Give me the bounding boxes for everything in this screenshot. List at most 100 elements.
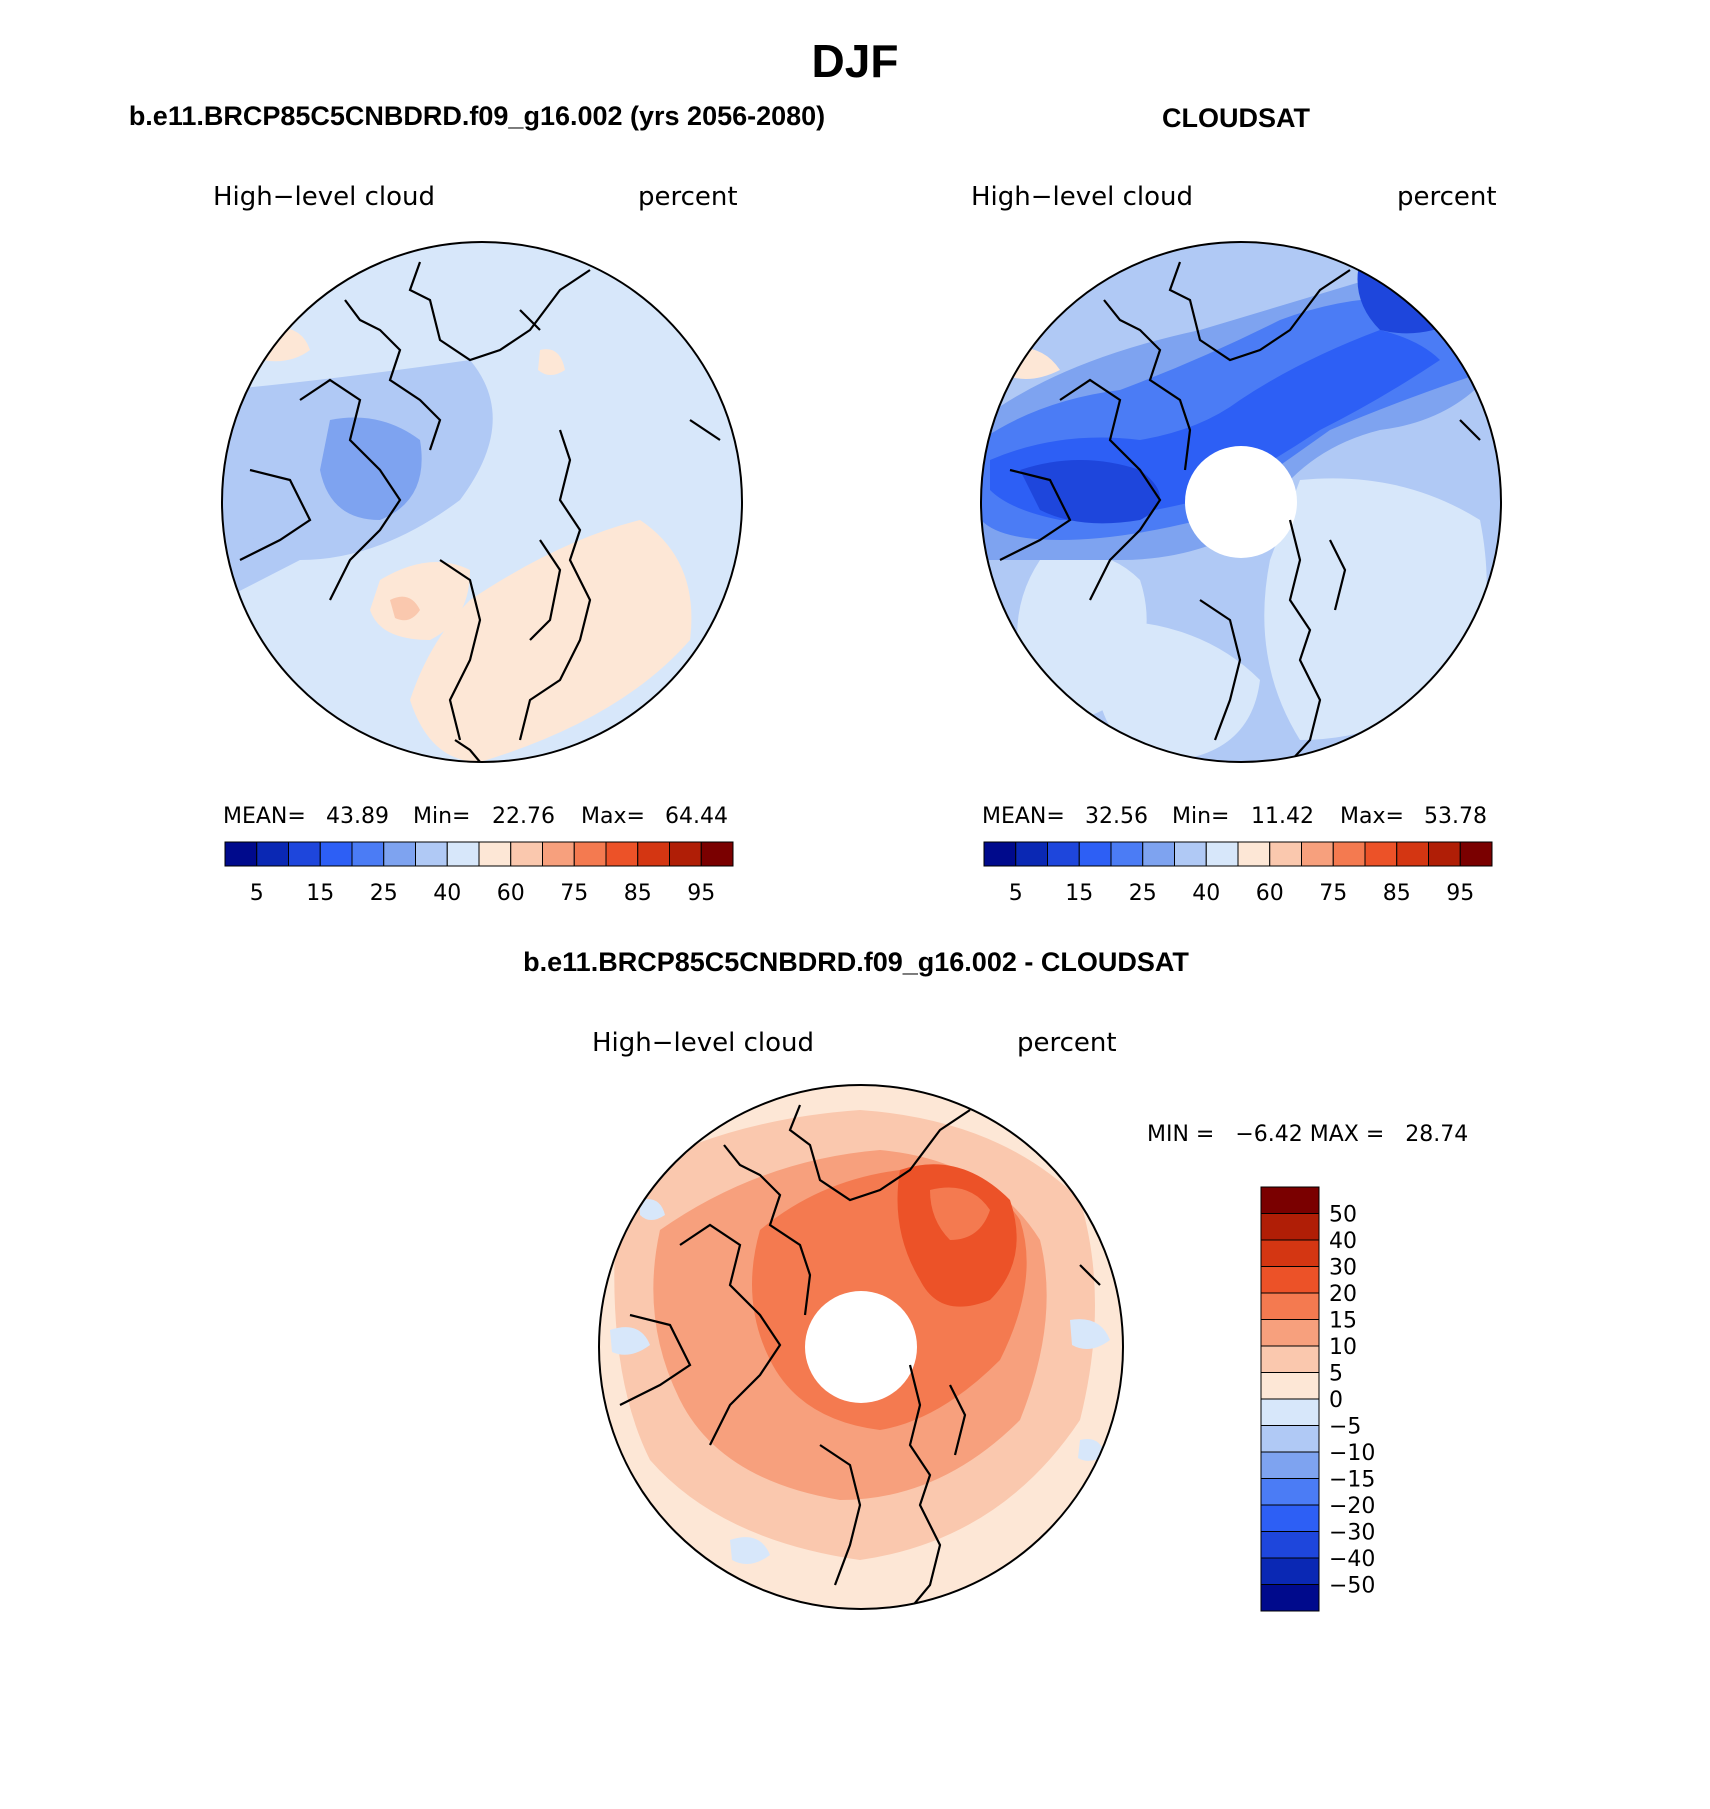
obs-colorbar-tick-label: 75 bbox=[1319, 881, 1347, 906]
model-max-value: 64.44 bbox=[665, 804, 728, 829]
obs-colorbar-cell bbox=[1142, 841, 1175, 867]
figure-title: DJF bbox=[812, 35, 899, 87]
obs-colorbar-cell bbox=[1459, 841, 1493, 867]
model-colorbar-cell bbox=[415, 841, 448, 867]
diff-colorbar-cell bbox=[1260, 1239, 1320, 1267]
obs-mean-value: 32.56 bbox=[1085, 804, 1148, 829]
diff-colorbar-cell bbox=[1260, 1292, 1320, 1320]
obs-colorbar-cell bbox=[983, 841, 1017, 867]
model-colorbar-tick-label: 60 bbox=[497, 881, 525, 906]
diff-colorbar-cell bbox=[1260, 1398, 1320, 1426]
model-colorbar-tick-label: 95 bbox=[687, 881, 715, 906]
model-min-label: Min= bbox=[413, 804, 470, 829]
obs-max-label: Max= bbox=[1340, 804, 1404, 829]
model-colorbar-cell bbox=[351, 841, 385, 867]
panel-obs-stats: MEAN= 32.56 Min= 11.42 Max= 53.78 bbox=[982, 804, 1487, 829]
model-colorbar-tick-label: 85 bbox=[624, 881, 652, 906]
panel-model-heading: b.e11.BRCP85C5CNBDRD.f09_g16.002 (yrs 20… bbox=[129, 101, 825, 131]
obs-colorbar-cell bbox=[1174, 841, 1207, 867]
diff-colorbar-cell bbox=[1260, 1584, 1320, 1612]
panel-diff-units-label: percent bbox=[1017, 1028, 1117, 1058]
obs-colorbar-tick-label: 25 bbox=[1129, 881, 1157, 906]
diff-colorbar-cell bbox=[1260, 1186, 1320, 1214]
model-colorbar-cell bbox=[700, 841, 734, 867]
model-mean-label: MEAN= bbox=[223, 804, 306, 829]
model-max-label: Max= bbox=[581, 804, 645, 829]
obs-colorbar-cell bbox=[1047, 841, 1080, 867]
obs-colorbar-tick-label: 5 bbox=[1009, 881, 1023, 906]
diff-colorbar-tick-label: 0 bbox=[1329, 1388, 1343, 1413]
obs-colorbar-cell bbox=[1332, 841, 1366, 867]
model-colorbar: 5 15 25 40 60 75 85 95 bbox=[224, 841, 734, 906]
diff-colorbar-tick-label: 20 bbox=[1329, 1282, 1357, 1307]
model-colorbar-cell bbox=[573, 841, 607, 867]
obs-colorbar-tick-label: 95 bbox=[1446, 881, 1474, 906]
obs-max-value: 53.78 bbox=[1424, 804, 1487, 829]
model-colorbar-tick-label: 5 bbox=[250, 881, 264, 906]
obs-colorbar-tick-label: 60 bbox=[1256, 881, 1284, 906]
diff-colorbar-tick-label: −5 bbox=[1329, 1415, 1361, 1440]
model-colorbar-cell bbox=[288, 841, 321, 867]
model-colorbar-cell bbox=[542, 841, 575, 867]
diff-colorbar-cell bbox=[1260, 1425, 1320, 1453]
model-colorbar-cell bbox=[478, 841, 512, 867]
diff-colorbar-cell bbox=[1260, 1213, 1320, 1241]
model-colorbar-tick-label: 40 bbox=[433, 881, 461, 906]
obs-colorbar: 5 15 25 40 60 75 85 95 bbox=[983, 841, 1493, 906]
model-colorbar-cell bbox=[319, 841, 353, 867]
obs-colorbar-tick-label: 40 bbox=[1192, 881, 1220, 906]
obs-colorbar-tick-label: 85 bbox=[1383, 881, 1411, 906]
diff-colorbar-tick-label: −30 bbox=[1329, 1521, 1375, 1546]
panel-diff-variable-label: High−level cloud bbox=[592, 1028, 814, 1058]
diff-colorbar-cell bbox=[1260, 1372, 1320, 1400]
model-mean-value: 43.89 bbox=[326, 804, 389, 829]
model-colorbar-cell bbox=[637, 841, 670, 867]
obs-colorbar-cell bbox=[1078, 841, 1112, 867]
panel-obs-units-label: percent bbox=[1397, 182, 1497, 212]
obs-colorbar-cell bbox=[1301, 841, 1334, 867]
obs-mean-label: MEAN= bbox=[982, 804, 1065, 829]
obs-colorbar-tick-label: 15 bbox=[1065, 881, 1093, 906]
panel-obs-map bbox=[981, 242, 1501, 762]
model-min-value: 22.76 bbox=[492, 804, 555, 829]
diff-colorbar-cell bbox=[1260, 1345, 1320, 1373]
diff-colorbar-tick-label: −40 bbox=[1329, 1547, 1375, 1572]
model-colorbar-cell bbox=[605, 841, 639, 867]
model-colorbar-cell bbox=[383, 841, 416, 867]
panel-model-stats: MEAN= 43.89 Min= 22.76 Max= 64.44 bbox=[223, 804, 728, 829]
diff-colorbar-tick-label: −15 bbox=[1329, 1468, 1375, 1493]
diff-colorbar-cell bbox=[1260, 1478, 1320, 1506]
obs-colorbar-cell bbox=[1205, 841, 1239, 867]
panel-model-units-label: percent bbox=[638, 182, 738, 212]
model-colorbar-cell bbox=[669, 841, 702, 867]
model-colorbar-cell bbox=[510, 841, 543, 867]
diff-colorbar-cell bbox=[1260, 1557, 1320, 1585]
obs-colorbar-cell bbox=[1015, 841, 1048, 867]
diff-colorbar-tick-label: 10 bbox=[1329, 1335, 1357, 1360]
obs-min-label: Min= bbox=[1172, 804, 1229, 829]
model-colorbar-cell bbox=[446, 841, 480, 867]
diff-colorbar-tick-label: 5 bbox=[1329, 1362, 1343, 1387]
obs-colorbar-cell bbox=[1428, 841, 1461, 867]
diff-colorbar-cell bbox=[1260, 1266, 1320, 1294]
panel-obs-variable-label: High−level cloud bbox=[971, 182, 1193, 212]
obs-colorbar-cell bbox=[1364, 841, 1398, 867]
diff-colorbar-tick-label: −10 bbox=[1329, 1441, 1375, 1466]
obs-colorbar-cell bbox=[1237, 841, 1271, 867]
model-colorbar-tick-label: 75 bbox=[560, 881, 588, 906]
obs-colorbar-cell bbox=[1110, 841, 1144, 867]
diff-colorbar-cell bbox=[1260, 1319, 1320, 1347]
diff-colorbar-tick-label: −50 bbox=[1329, 1574, 1375, 1599]
diff-colorbar-tick-label: 40 bbox=[1329, 1229, 1357, 1254]
panel-diff-map bbox=[599, 1085, 1123, 1609]
model-colorbar-tick-label: 25 bbox=[370, 881, 398, 906]
model-colorbar-tick-label: 15 bbox=[306, 881, 334, 906]
diff-colorbar-tick-label: 50 bbox=[1329, 1203, 1357, 1228]
diff-colorbar-tick-label: −20 bbox=[1329, 1494, 1375, 1519]
panel-diff-heading: b.e11.BRCP85C5CNBDRD.f09_g16.002 - CLOUD… bbox=[523, 947, 1189, 977]
obs-min-value: 11.42 bbox=[1251, 804, 1314, 829]
diff-colorbar-tick-label: 15 bbox=[1329, 1309, 1357, 1334]
obs-colorbar-cell bbox=[1396, 841, 1429, 867]
